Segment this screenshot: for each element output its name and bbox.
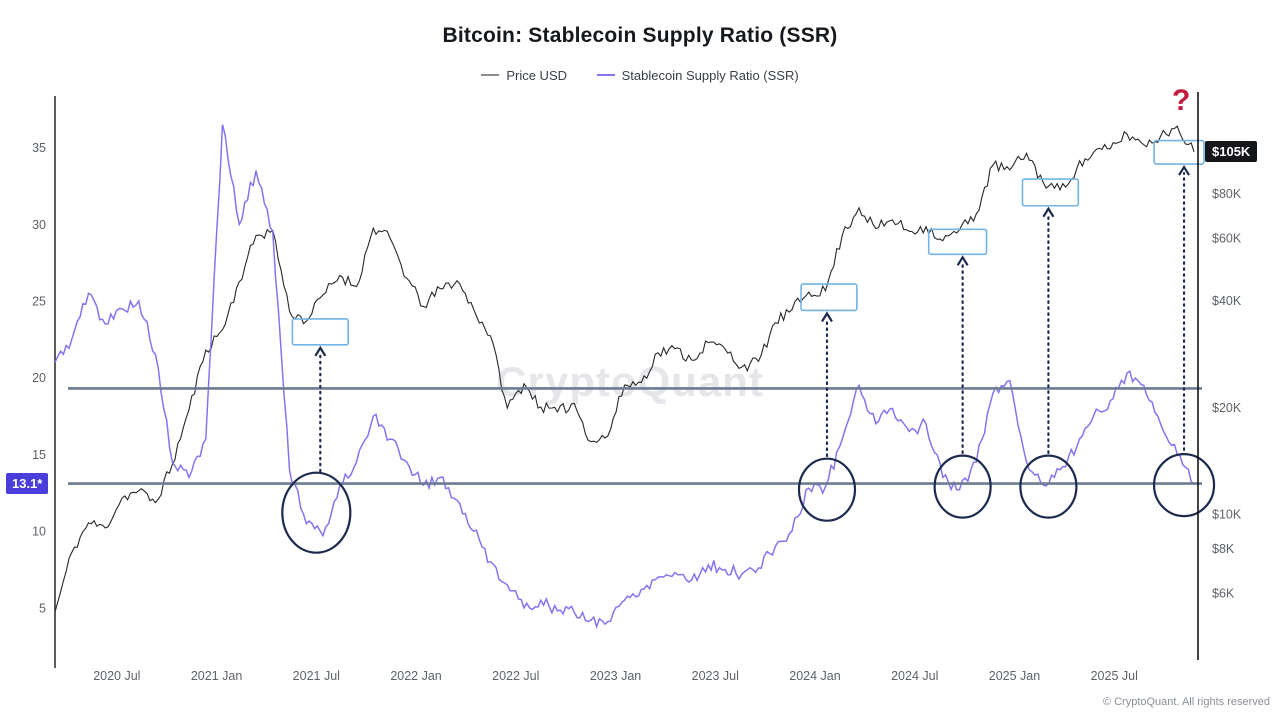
ssr-bottom-circle	[1152, 452, 1216, 518]
x-axis-tick: 2023 Jul	[692, 669, 739, 683]
x-axis-tick: 2025 Jan	[989, 669, 1040, 683]
x-axis-tick: 2022 Jan	[390, 669, 441, 683]
price-highlight-box	[1021, 178, 1080, 207]
right-axis-tick: $80K	[1212, 187, 1242, 201]
plot-area[interactable]	[55, 100, 1202, 660]
ssr-bottom-circle	[933, 454, 992, 519]
ssr-bottom-circle	[1019, 454, 1078, 519]
price-highlight-box	[1153, 139, 1205, 165]
x-axis-tick: 2024 Jan	[789, 669, 840, 683]
arrow-head	[314, 345, 327, 357]
legend-item-ssr[interactable]: Stablecoin Supply Ratio (SSR)	[596, 67, 799, 83]
price-highlight-box	[291, 318, 350, 346]
ssr-current-badge: 13.1*	[6, 472, 49, 494]
x-axis-tick: 2021 Jul	[293, 669, 340, 683]
left-axis-tick: 35	[32, 141, 46, 155]
price-usd-line	[54, 125, 1195, 613]
x-axis-tick: 2023 Jan	[590, 669, 641, 683]
chart-legend: Price USD Stablecoin Supply Ratio (SSR)	[0, 64, 1280, 83]
right-axis-tick: $40K	[1212, 294, 1242, 308]
right-axis-tick: $20K	[1212, 401, 1242, 415]
question-mark-annotation: ?	[1172, 84, 1191, 117]
copyright-notice: © CryptoQuant. All rights reserved	[1102, 696, 1270, 708]
left-axis-tick: 25	[32, 294, 46, 308]
chart-title: Bitcoin: Stablecoin Supply Ratio (SSR)	[442, 24, 838, 47]
ssr-line-swatch	[596, 74, 615, 76]
price-line-swatch	[481, 74, 500, 76]
left-axis-tick: 10	[32, 525, 46, 539]
legend-item-price-usd[interactable]: Price USD	[481, 68, 567, 83]
x-axis-tick: 2021 Jan	[191, 669, 242, 683]
arrow-head	[1042, 206, 1055, 218]
ssr-bottom-circle	[797, 457, 857, 522]
cryptoquant-watermark: CryptoQuant	[496, 358, 764, 406]
ssr-bottom-circle	[281, 471, 352, 554]
left-axis-tick: 30	[32, 218, 46, 232]
legend-label-price-usd: Price USD	[506, 67, 568, 83]
price-current-badge: $105K	[1205, 140, 1258, 162]
legend-label-ssr: Stablecoin Supply Ratio (SSR)	[621, 67, 799, 83]
arrow-head	[821, 311, 833, 323]
ssr-line	[54, 124, 1195, 630]
x-axis-tick: 2020 Jul	[93, 669, 140, 683]
right-axis-tick: $6K	[1212, 586, 1235, 600]
price-highlight-box	[800, 283, 858, 312]
x-axis-tick: 2024 Jul	[891, 669, 938, 683]
right-axis-tick: $10K	[1212, 508, 1242, 522]
left-axis-tick: 5	[39, 601, 46, 615]
left-axis-tick: 20	[32, 371, 46, 385]
arrow-head	[1178, 164, 1190, 176]
left-axis-tick: 15	[32, 448, 46, 462]
right-axis-tick: $8K	[1212, 542, 1235, 556]
x-axis-tick: 2025 Jul	[1091, 669, 1138, 683]
price-highlight-box	[927, 228, 988, 256]
x-axis-tick: 2022 Jul	[492, 669, 539, 683]
arrow-head	[956, 255, 969, 266]
right-axis-tick: $60K	[1212, 232, 1242, 246]
